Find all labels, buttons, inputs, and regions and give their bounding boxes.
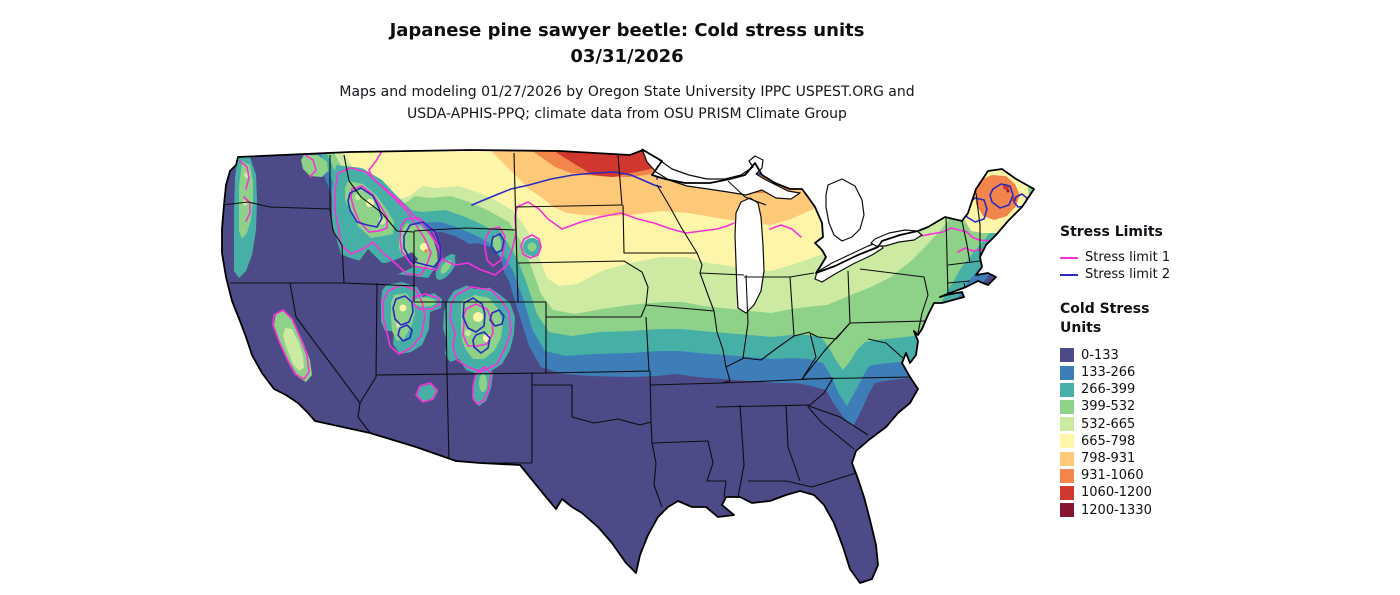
legend-class-row: 798-931: [1060, 450, 1210, 467]
windriver-green: [440, 260, 452, 274]
state-borders: [222, 152, 981, 508]
blackhills-green: [527, 242, 537, 252]
sangre-green: [479, 374, 487, 392]
lake-huron: [825, 178, 865, 242]
legend-class-row: 532-665: [1060, 416, 1210, 433]
class-label: 399-532: [1081, 399, 1136, 415]
class-swatch: [1060, 382, 1074, 397]
lake-superior: [641, 148, 801, 200]
legend-class-row: 665-798: [1060, 433, 1210, 450]
subtitle: Maps and modeling 01/27/2026 by Oregon S…: [0, 82, 1254, 125]
cold-stress-units-title: Cold Stress Units: [1060, 300, 1210, 338]
class-swatch: [1060, 365, 1074, 380]
colorado-yellow-spot: [473, 312, 483, 322]
stress-limit-2-label: Stress limit 2: [1085, 267, 1171, 282]
bighorns-green: [492, 234, 502, 252]
class-swatch: [1060, 434, 1074, 449]
class-label: 532-665: [1081, 416, 1136, 432]
legend-class-row: 0-133: [1060, 347, 1210, 364]
class-label: 1060-1200: [1081, 485, 1152, 501]
legend-class-row: 1200-1330: [1060, 501, 1210, 518]
class-label: 1200-1330: [1081, 502, 1152, 518]
stress-limit-1-line-swatch: [1060, 256, 1078, 259]
class-label: 266-399: [1081, 382, 1136, 398]
great-lakes: [641, 148, 923, 314]
class-swatch: [1060, 417, 1074, 432]
class-label: 0-133: [1081, 347, 1119, 363]
class-swatch: [1060, 348, 1074, 363]
colorado-spot: [465, 330, 471, 336]
legend-class-row: 931-1060: [1060, 467, 1210, 484]
utah-yellow-spot: [399, 304, 407, 312]
legend-class-row: 1060-1200: [1060, 484, 1210, 501]
legend-class-row: 266-399: [1060, 381, 1210, 398]
stress-limit-1-entry: Stress limit 1: [1060, 249, 1210, 266]
rockies-orange-dot: [424, 249, 428, 253]
band-dark-red: [577, 145, 639, 147]
class-swatch: [1060, 399, 1074, 414]
class-label: 798-931: [1081, 451, 1136, 466]
lake-michigan: [734, 197, 765, 314]
page-title: Japanese pine sawyer beetle: Cold stress…: [389, 20, 865, 41]
class-swatch: [1060, 451, 1074, 466]
class-label: 931-1060: [1081, 468, 1144, 484]
legend-class-row: 133-266: [1060, 364, 1210, 381]
class-swatch: [1060, 485, 1074, 500]
stress-limits-title: Stress Limits: [1060, 224, 1163, 240]
subtitle-line-1: Maps and modeling 01/27/2026 by Oregon S…: [339, 84, 915, 101]
rockies-yellow-spot: [420, 243, 428, 251]
maine-darkred-spot: [1006, 189, 1010, 193]
us-map-container: [210, 145, 1050, 595]
arizona-teal: [417, 384, 438, 402]
subtitle-line-2: USDA-APHIS-PPQ; climate data from OSU PR…: [407, 105, 847, 122]
wyoming-basin-purple: [455, 243, 504, 289]
stress-limit-2-line-swatch: [1060, 273, 1078, 276]
class-label: 665-798: [1081, 433, 1136, 449]
page-title-date: 03/31/2026: [570, 46, 684, 68]
lake-ontario: [870, 229, 923, 247]
stress-limit-2-entry: Stress limit 2: [1060, 266, 1210, 283]
cold-stress-classes: 0-133 133-266 266-399 399-532 532-665 66…: [1060, 347, 1210, 519]
snake-plain-purple: [332, 251, 418, 278]
columbia-basin-purple: [262, 165, 319, 204]
class-label: 133-266: [1081, 365, 1136, 381]
stress-limit-1-label: Stress limit 1: [1085, 250, 1171, 265]
class-swatch: [1060, 468, 1074, 483]
map-header: Japanese pine sawyer beetle: Cold stress…: [0, 18, 1254, 126]
legend-class-row: 399-532: [1060, 398, 1210, 415]
utah-green: [391, 293, 415, 341]
legend: Stress Limits Stress limit 1 Stress limi…: [1060, 224, 1210, 519]
us-map: [221, 145, 1035, 584]
us-outline: [221, 149, 1035, 584]
cold-stress-title-line-1: Cold Stress: [1060, 301, 1150, 317]
cold-stress-title-line-2: Units: [1060, 319, 1102, 336]
sierra-yellow: [283, 328, 304, 371]
class-swatch: [1060, 503, 1074, 518]
